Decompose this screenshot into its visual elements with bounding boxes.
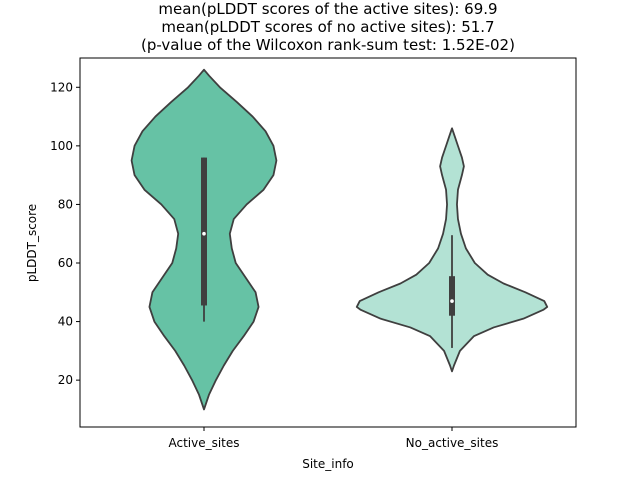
y-tick-label: 100 (50, 139, 73, 153)
y-axis: 20 40 60 80 100 120 (50, 80, 80, 387)
chart-title-line-2: mean(pLDDT scores of no active sites): 5… (161, 18, 494, 36)
violins-layer (130, 68, 549, 411)
x-axis-label: Site_info (302, 457, 354, 471)
y-axis-label: pLDDT_score (25, 204, 39, 282)
chart-title-line-1: mean(pLDDT scores of the active sites): … (158, 0, 497, 18)
y-tick-label: 60 (58, 256, 73, 270)
y-tick-label: 120 (50, 80, 73, 94)
y-tick-label: 80 (58, 197, 73, 211)
violin-median-dot (202, 231, 206, 236)
x-axis: Active_sites No_active_sites (168, 427, 498, 450)
violin-median-dot (450, 299, 454, 303)
plot-area-frame (79, 57, 577, 428)
violin-iqr-box (449, 276, 455, 316)
chart-title: mean(pLDDT scores of the active sites): … (141, 0, 515, 54)
x-tick-label: Active_sites (168, 436, 239, 450)
violin-iqr-box (201, 157, 207, 306)
y-tick-label: 40 (58, 315, 73, 329)
chart-title-line-3: (p-value of the Wilcoxon rank-sum test: … (141, 36, 515, 54)
x-tick-label: No_active_sites (406, 436, 499, 450)
y-tick-label: 20 (58, 373, 73, 387)
